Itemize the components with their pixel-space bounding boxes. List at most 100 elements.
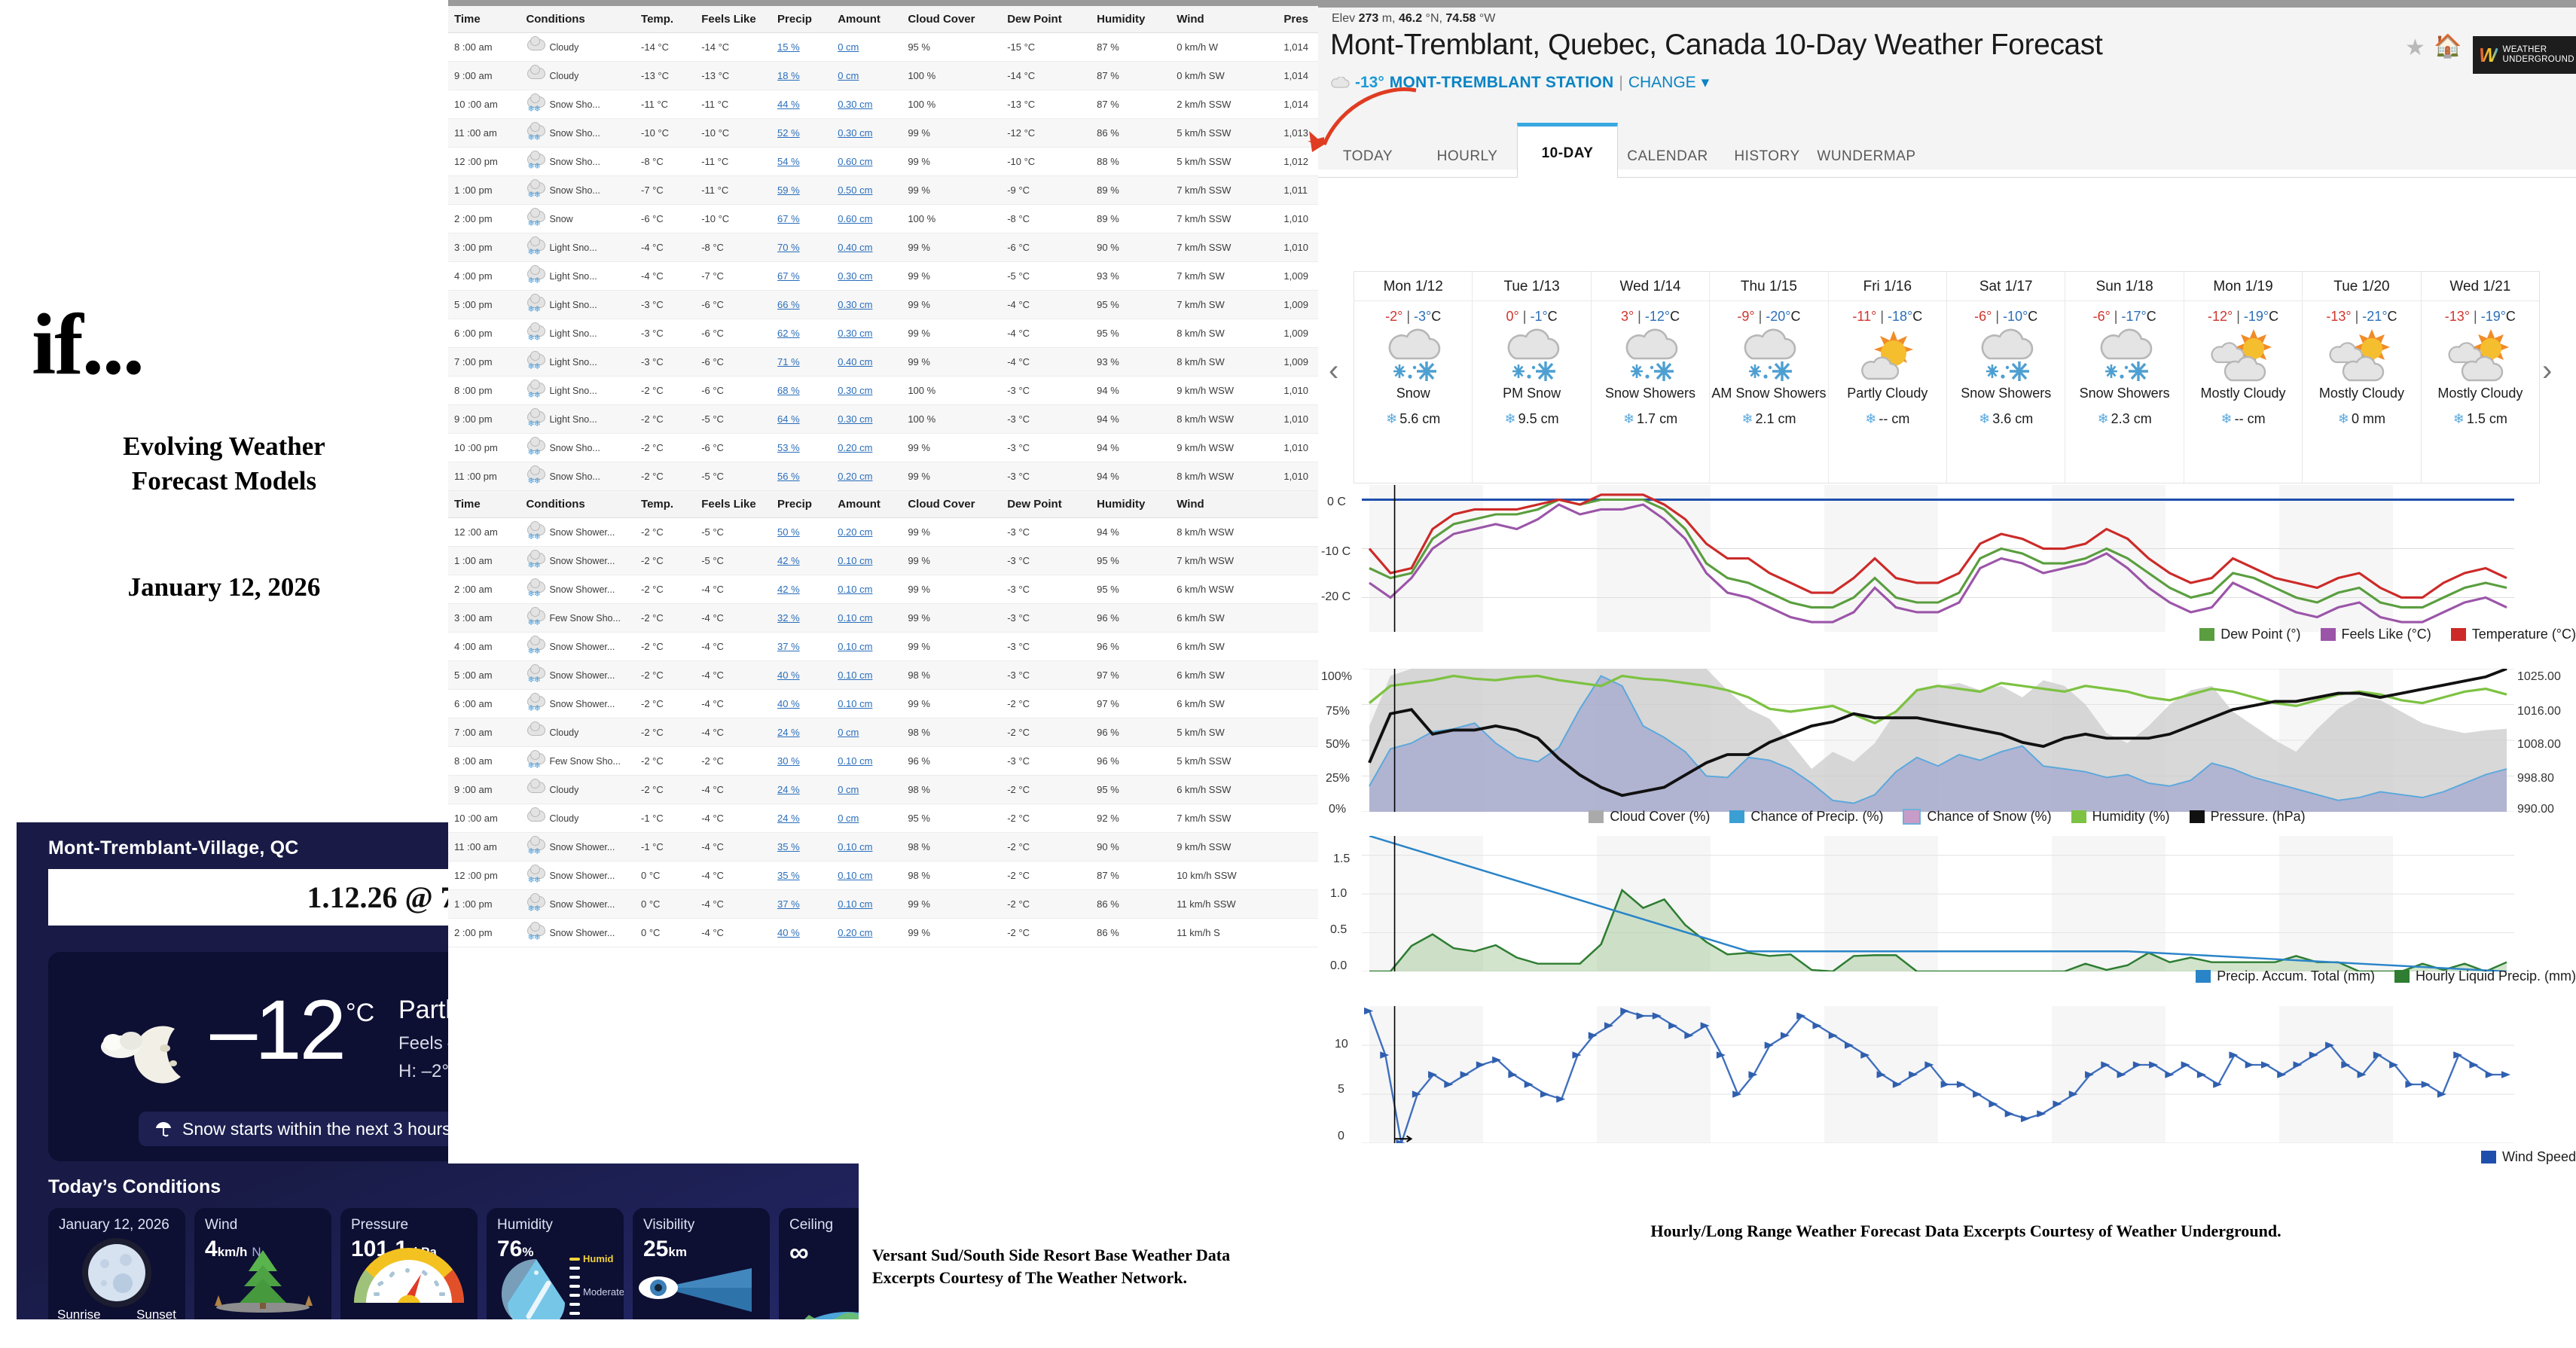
twn-tile-visibility[interactable]: Visibility 25km	[633, 1208, 770, 1319]
cell-amount[interactable]: 0.40 cm	[838, 347, 908, 377]
wu-change-link[interactable]: CHANGE	[1628, 73, 1696, 91]
cell-precip[interactable]: 40 %	[777, 918, 838, 947]
cell-precip[interactable]: 40 %	[777, 660, 838, 690]
cell-amount[interactable]: 0.10 cm	[838, 660, 908, 690]
cell-amount[interactable]: 0.30 cm	[838, 404, 908, 434]
wu-day-column[interactable]: Wed 1/21 -13° | -19°C Mostly Cloudy ❄ 1.5 cm	[2421, 272, 2540, 483]
wu-day-column[interactable]: Mon 1/19 -12° | -19°C Mostly Cloudy ❄ -- cm	[2184, 272, 2303, 483]
cell-amount[interactable]: 0.40 cm	[838, 233, 908, 262]
cell-amount[interactable]: 0 cm	[838, 32, 908, 62]
prev-days-arrow[interactable]: ‹	[1329, 354, 1339, 387]
twn-tile-ceiling[interactable]: Ceiling ∞	[779, 1208, 859, 1319]
cell-amount[interactable]: 0.10 cm	[838, 689, 908, 718]
cell-amount[interactable]: 0.10 cm	[838, 546, 908, 575]
tab-wundermap[interactable]: WUNDERMAP	[1817, 148, 1916, 164]
cell-wind: 7 km/h WSW	[1177, 546, 1284, 575]
cell-precip[interactable]: 59 %	[777, 175, 838, 205]
cell-amount[interactable]: 0 cm	[838, 804, 908, 833]
cell-amount[interactable]: 0.50 cm	[838, 175, 908, 205]
cell-precip[interactable]: 67 %	[777, 204, 838, 233]
cell-amount[interactable]: 0.30 cm	[838, 290, 908, 319]
cell-amount[interactable]: 0.10 cm	[838, 603, 908, 633]
tab-history[interactable]: HISTORY	[1734, 148, 1800, 164]
wu-day-column[interactable]: Fri 1/16 -11° | -18°C Partly Cloudy ❄ -- cm	[1828, 272, 1948, 483]
cell-precip[interactable]: 42 %	[777, 546, 838, 575]
cell-amount[interactable]: 0.10 cm	[838, 746, 908, 776]
cell-amount[interactable]: 0 cm	[838, 61, 908, 90]
cell-precip[interactable]: 42 %	[777, 575, 838, 604]
cell-precip[interactable]: 70 %	[777, 233, 838, 262]
cell-precip[interactable]: 32 %	[777, 603, 838, 633]
tab-today[interactable]: TODAY	[1342, 148, 1393, 164]
th-time: Time	[448, 491, 526, 518]
twn-tile-humidity[interactable]: Humidity 76%	[487, 1208, 624, 1319]
cell-amount[interactable]: 0.20 cm	[838, 517, 908, 547]
twn-tile-wind[interactable]: Wind 4km/hN Gust: 7 km/h	[194, 1208, 331, 1319]
wu-day-column[interactable]: Sat 1/17 -6° | -10°C Snow Showers ❄ 3.6 cm	[1947, 272, 2066, 483]
cell-precip[interactable]: 50 %	[777, 517, 838, 547]
cell-amount[interactable]: 0 cm	[838, 775, 908, 804]
cell-amount[interactable]: 0.30 cm	[838, 90, 908, 119]
cell-precip[interactable]: 68 %	[777, 376, 838, 405]
wu-day-column[interactable]: Tue 1/13 0° | -1°C PM Snow ❄ 9.5 cm	[1473, 272, 1592, 483]
cell-precip[interactable]: 15 %	[777, 32, 838, 62]
home-icon[interactable]: 🏠	[2434, 34, 2462, 59]
cell-precip[interactable]: 37 %	[777, 632, 838, 661]
cell-precip[interactable]: 30 %	[777, 746, 838, 776]
cell-amount[interactable]: 0 cm	[838, 718, 908, 747]
cell-precip[interactable]: 67 %	[777, 261, 838, 291]
wu-day-column[interactable]: Tue 1/20 -13° | -21°C Mostly Cloudy ❄ 0 mm	[2303, 272, 2422, 483]
cell-time: 7 :00 pm	[448, 347, 526, 377]
cell-precip[interactable]: 62 %	[777, 319, 838, 348]
twn-precip-alert[interactable]: Snow starts within the next 3 hours →	[139, 1112, 496, 1146]
cell-precip[interactable]: 24 %	[777, 775, 838, 804]
cell-precip[interactable]: 53 %	[777, 433, 838, 462]
next-days-arrow[interactable]: ›	[2542, 354, 2553, 387]
cell-amount[interactable]: 0.20 cm	[838, 918, 908, 947]
tab-10-day[interactable]: 10-DAY	[1517, 123, 1618, 178]
cell-amount[interactable]: 0.10 cm	[838, 575, 908, 604]
cell-precip[interactable]: 35 %	[777, 832, 838, 862]
cell-precip[interactable]: 40 %	[777, 689, 838, 718]
wu-day-column[interactable]: Mon 1/12 -2° | -3°C Snow ❄ 5.6 cm	[1354, 272, 1473, 483]
cell-precip[interactable]: 18 %	[777, 61, 838, 90]
favorite-star-icon[interactable]: ★	[2405, 35, 2425, 60]
legend-label-feels-like: Feels Like (°C)	[2341, 627, 2431, 642]
tab-calendar[interactable]: CALENDAR	[1627, 148, 1708, 164]
cell-precip[interactable]: 64 %	[777, 404, 838, 434]
cell-amount[interactable]: 0.30 cm	[838, 118, 908, 148]
cell-precip[interactable]: 35 %	[777, 861, 838, 890]
wu-day-column[interactable]: Thu 1/15 -9° | -20°C AM Snow Showers ❄ 2.1 c…	[1710, 272, 1829, 483]
wu-day-column[interactable]: Wed 1/14 3° | -12°C Snow Showers ❄ 1.7 cm	[1591, 272, 1711, 483]
cell-precip[interactable]: 24 %	[777, 804, 838, 833]
cell-amount[interactable]: 0.60 cm	[838, 204, 908, 233]
cell-amount[interactable]: 0.30 cm	[838, 376, 908, 405]
chevron-down-icon[interactable]: ▾	[1701, 74, 1710, 91]
cell-precip[interactable]: 56 %	[777, 462, 838, 491]
cell-amount[interactable]: 0.20 cm	[838, 462, 908, 491]
cell-amount[interactable]: 0.30 cm	[838, 319, 908, 348]
tab-hourly[interactable]: HOURLY	[1436, 148, 1498, 164]
wu-station-bar[interactable]: -13° MONT-TREMBLANT STATION | CHANGE ▾	[1330, 73, 1709, 92]
cell-amount[interactable]: 0.60 cm	[838, 147, 908, 176]
cell-amount[interactable]: 0.10 cm	[838, 832, 908, 862]
wu-elev-m3: °W	[1476, 12, 1496, 25]
cell-precip[interactable]: 54 %	[777, 147, 838, 176]
cell-amount[interactable]: 0.10 cm	[838, 861, 908, 890]
cell-precip[interactable]: 37 %	[777, 889, 838, 919]
cell-amount[interactable]: 0.20 cm	[838, 433, 908, 462]
wu-day-column[interactable]: Sun 1/18 -6° | -17°C Snow Showers ❄ 2.3 cm	[2065, 272, 2184, 483]
cell-precip[interactable]: 44 %	[777, 90, 838, 119]
cell-amount[interactable]: 0.10 cm	[838, 889, 908, 919]
cell-precip[interactable]: 24 %	[777, 718, 838, 747]
cell-amount[interactable]: 0.10 cm	[838, 632, 908, 661]
legend-swatch-feels-like	[2320, 628, 2336, 641]
twn-tile-pressure[interactable]: Pressure 101.1↑kPa	[340, 1208, 478, 1319]
cell-precip[interactable]: 71 %	[777, 347, 838, 377]
twn-tile-moon[interactable]: January 12, 2026 Sunrise 7:38AM Sunset 4…	[48, 1208, 185, 1319]
chart-wind-speed: 10 5 0 Wind Speed	[1318, 1002, 2576, 1182]
cell-precip[interactable]: 52 %	[777, 118, 838, 148]
cell-amount[interactable]: 0.30 cm	[838, 261, 908, 291]
wu-elevation: Elev 273 m, 46.2 °N, 74.58 °W	[1332, 12, 1495, 26]
cell-precip[interactable]: 66 %	[777, 290, 838, 319]
